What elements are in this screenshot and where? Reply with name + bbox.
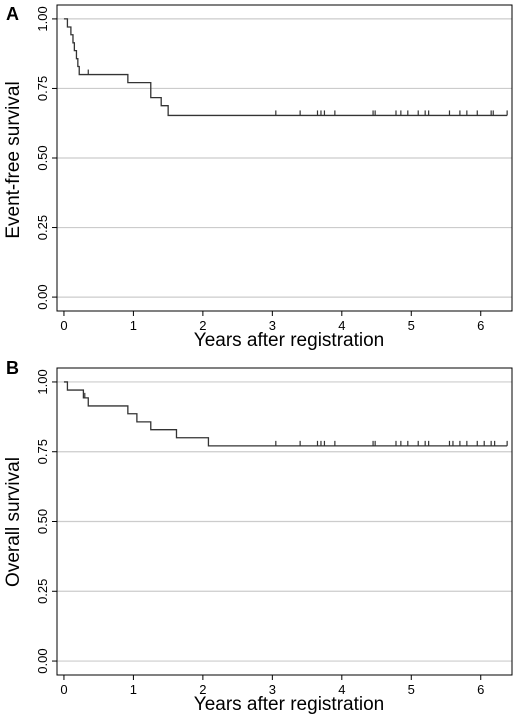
x-tick-label: 5 — [408, 318, 415, 333]
panel-a-x-axis-label: Years after registration — [194, 330, 384, 351]
x-tick-label: 0 — [60, 682, 67, 697]
y-tick-label: 1.00 — [35, 369, 50, 394]
x-tick-label: 5 — [408, 682, 415, 697]
survival-curve — [63, 18, 508, 117]
panel-a-letter: A — [6, 4, 19, 24]
x-tick-label: 2 — [199, 318, 206, 333]
panel-b-letter: B — [6, 358, 19, 378]
panel-b-x-axis-label: Years after registration — [194, 694, 384, 715]
panel-a: A Event-free survival Years after regist… — [3, 4, 513, 351]
y-tick-label: 1.00 — [35, 6, 50, 31]
x-tick-label: 3 — [269, 318, 276, 333]
x-tick-label: 1 — [130, 682, 137, 697]
y-tick-label: 0.00 — [35, 284, 50, 309]
panel-b: B Overall survival Years after registrat… — [3, 358, 513, 715]
x-tick-label: 0 — [60, 318, 67, 333]
y-tick-label: 0.00 — [35, 648, 50, 673]
y-tick-label: 0.25 — [35, 215, 50, 240]
x-tick-label: 6 — [477, 682, 484, 697]
x-tick-label: 2 — [199, 682, 206, 697]
panel-b-plot-area: 0.00 0.25 0.50 0.75 1.00 0 1 2 3 4 5 6 — [35, 367, 513, 697]
y-tick-label: 0.75 — [35, 76, 50, 101]
panel-b-y-axis-label: Overall survival — [3, 457, 24, 587]
x-tick-label: 4 — [338, 682, 345, 697]
y-tick-label: 0.75 — [35, 439, 50, 464]
y-tick-label: 0.50 — [35, 509, 50, 534]
x-tick-label: 4 — [338, 318, 345, 333]
x-tick-label: 3 — [269, 682, 276, 697]
panel-a-y-axis-label: Event-free survival — [3, 81, 24, 238]
survival-curve — [63, 381, 508, 447]
y-tick-label: 0.25 — [35, 579, 50, 604]
panel-a-plot-area: 0.00 0.25 0.50 0.75 1.00 0 1 2 3 4 5 6 — [35, 4, 513, 333]
x-tick-label: 1 — [130, 318, 137, 333]
y-tick-label: 0.50 — [35, 145, 50, 170]
x-tick-label: 6 — [477, 318, 484, 333]
